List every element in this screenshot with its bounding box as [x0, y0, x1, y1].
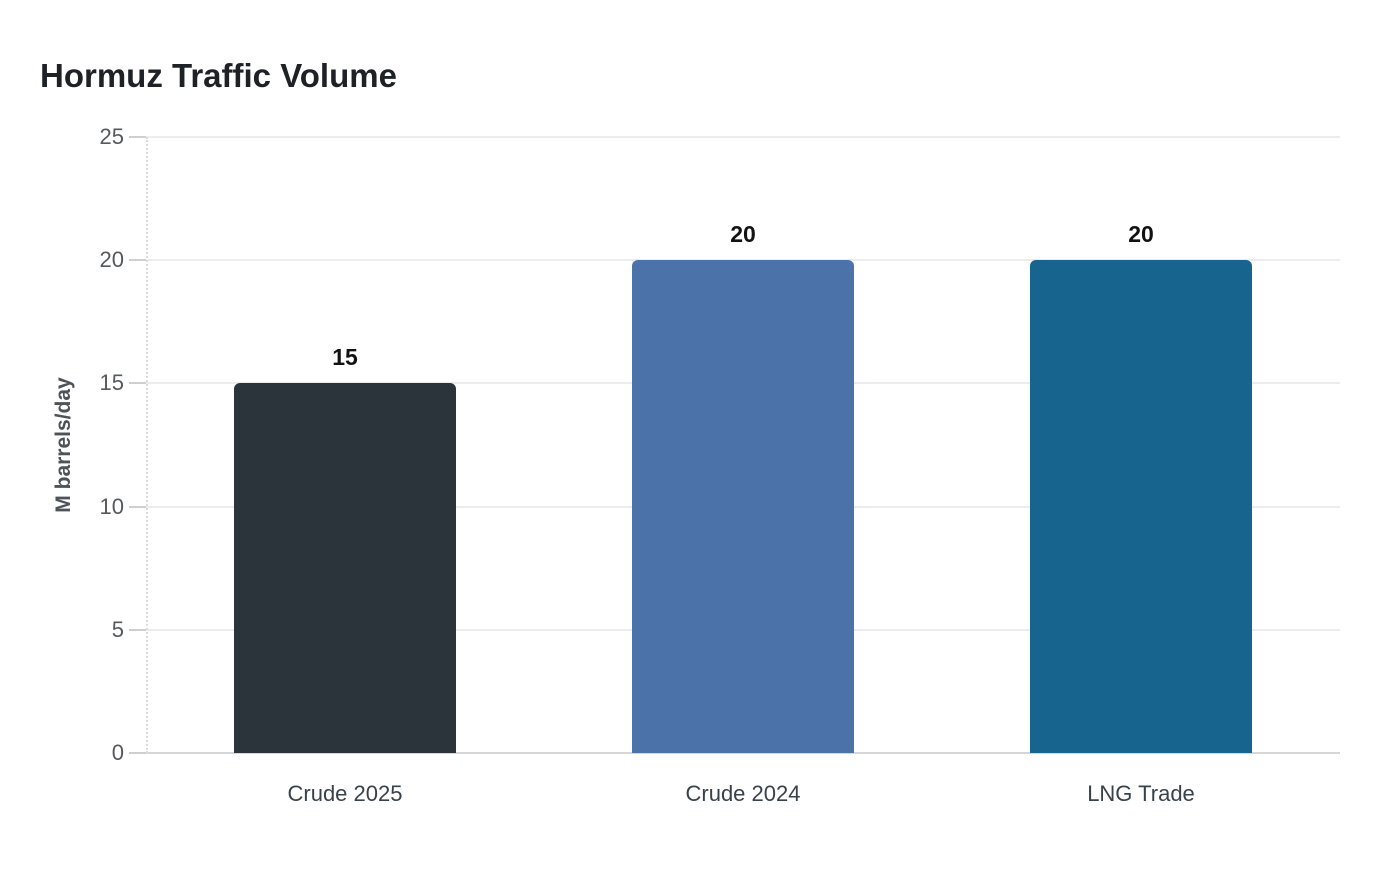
y-tick-label-0: 0 — [111, 740, 124, 765]
y-tick-mark-25 — [129, 136, 146, 138]
x-axis-label-lng-trade: LNG Trade — [1087, 781, 1195, 806]
y-tick-label-10: 10 — [99, 493, 124, 519]
y-tick-mark-0 — [129, 752, 146, 754]
y-tick-mark-5 — [129, 628, 146, 631]
y-axis-line — [146, 137, 148, 753]
y-axis-title: M barrels/day — [52, 377, 75, 513]
bar-value-label-crude-2025: 15 — [332, 344, 358, 371]
y-tick-mark-20 — [129, 259, 146, 262]
x-axis-label-crude-2025: Crude 2025 — [287, 781, 403, 806]
bar-value-label-crude-2024: 20 — [730, 221, 756, 248]
bar-crude-2024 — [632, 260, 854, 753]
y-tick-label-15: 15 — [99, 370, 124, 396]
chart-title: Hormuz Traffic Volume — [40, 57, 397, 94]
gridline-y-25 — [146, 136, 1340, 138]
bar-lng-trade — [1030, 260, 1252, 753]
y-tick-label-5: 5 — [111, 616, 124, 642]
y-tick-mark-10 — [129, 505, 146, 508]
x-axis-label-crude-2024: Crude 2024 — [685, 781, 801, 806]
y-tick-label-20: 20 — [99, 247, 124, 273]
bar-value-label-lng-trade: 20 — [1128, 221, 1154, 248]
bar-crude-2025 — [234, 383, 456, 753]
y-tick-mark-15 — [129, 382, 146, 385]
y-tick-label-25: 25 — [99, 124, 124, 149]
x-axis-line — [146, 752, 1340, 754]
